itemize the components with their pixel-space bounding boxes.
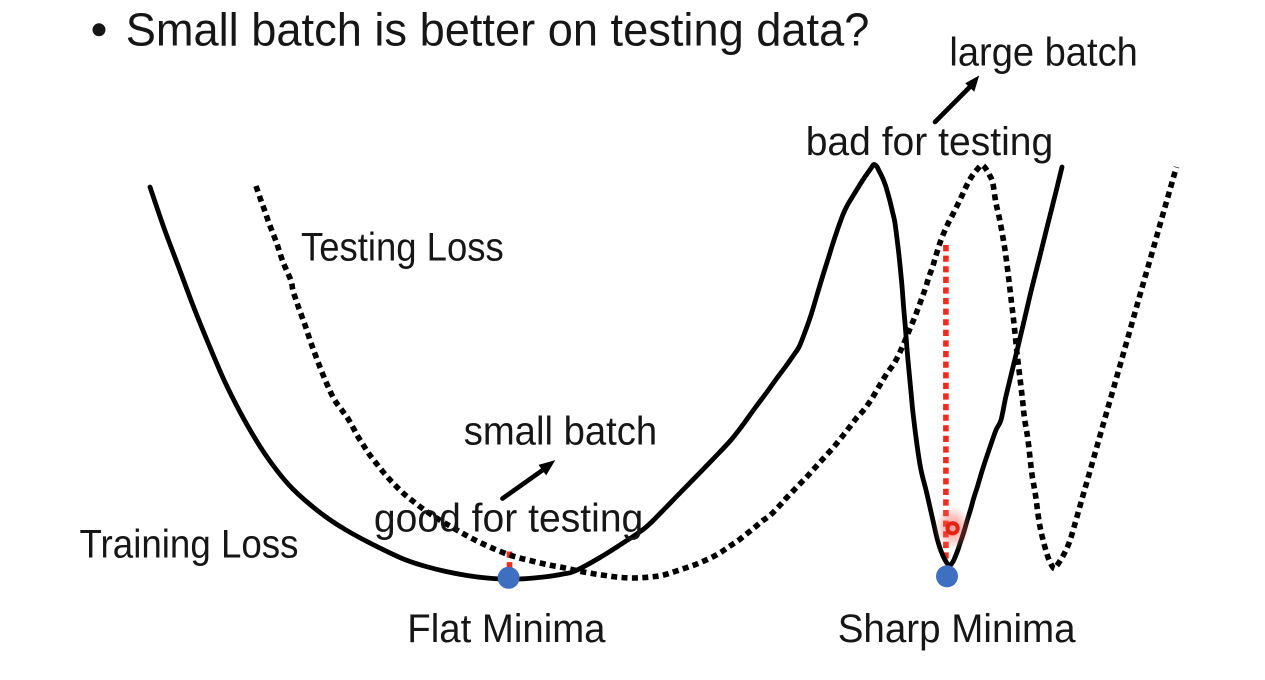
svg-text:good for testing: good for testing [374, 497, 643, 541]
svg-text:Flat Minima: Flat Minima [407, 607, 606, 651]
svg-text:bad for testing: bad for testing [806, 120, 1053, 164]
svg-text:Testing Loss: Testing Loss [301, 226, 504, 270]
svg-text:small batch: small batch [464, 409, 658, 453]
svg-text:Sharp Minima: Sharp Minima [838, 607, 1077, 651]
svg-text:large batch: large batch [949, 31, 1137, 75]
svg-text:Small batch is better on testi: Small batch is better on testing data? [126, 3, 870, 55]
svg-text:Training Loss: Training Loss [80, 522, 299, 566]
